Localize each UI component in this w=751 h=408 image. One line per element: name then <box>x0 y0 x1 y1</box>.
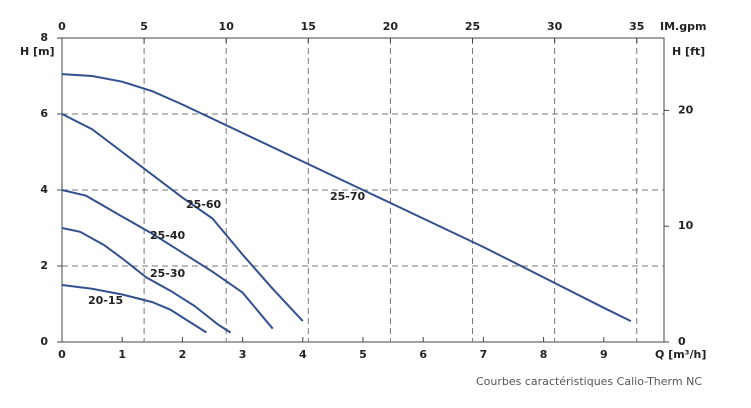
x2-tick-label: 10 <box>219 20 235 33</box>
x2-tick-label: 25 <box>465 20 480 33</box>
curve <box>61 73 632 322</box>
x-tick-label: 7 <box>480 348 488 361</box>
x2-tick-label: 5 <box>140 20 148 33</box>
x-tick-label: 6 <box>419 348 427 361</box>
curve <box>61 284 208 334</box>
y-tick-label: 0 <box>40 335 48 348</box>
curve-label: 25-40 <box>150 229 186 242</box>
y2-tick-label: 10 <box>678 219 694 232</box>
x-tick-label: 2 <box>179 348 187 361</box>
x2-tick-label: 35 <box>629 20 644 33</box>
x-tick-label: 3 <box>239 348 247 361</box>
x-tick-label: 9 <box>600 348 608 361</box>
x-tick-label: 8 <box>540 348 548 361</box>
y-tick-label: 2 <box>40 259 48 272</box>
y-tick-label: 8 <box>40 31 48 44</box>
x2-axis-label: IM.gpm <box>660 20 706 33</box>
y2-tick-label: 20 <box>678 103 694 116</box>
x-tick-label: 5 <box>359 348 367 361</box>
curve <box>61 113 304 322</box>
x2-tick-label: 20 <box>383 20 399 33</box>
x-tick-label: 1 <box>118 348 126 361</box>
y-axis-label: H [m] <box>20 45 55 58</box>
curve-label: 25-30 <box>150 267 186 280</box>
caption: Courbes caractéristiques Calio-Therm NC <box>476 375 702 388</box>
curve-label: 20-15 <box>88 294 123 307</box>
curve-label: 25-70 <box>330 190 366 203</box>
curve <box>61 189 274 330</box>
curve-label: 25-60 <box>186 198 222 211</box>
x-tick-label: 0 <box>58 348 66 361</box>
y-tick-label: 6 <box>40 107 48 120</box>
x2-tick-label: 15 <box>301 20 316 33</box>
x2-tick-label: 30 <box>547 20 563 33</box>
x-axis-label: Q [m³/h] <box>655 348 706 361</box>
curve <box>61 227 232 334</box>
y2-axis-label: H [ft] <box>672 45 705 58</box>
x-tick-label: 4 <box>299 348 307 361</box>
x2-tick-label: 0 <box>58 20 66 33</box>
y-tick-label: 4 <box>40 183 48 196</box>
y2-tick-label: 0 <box>678 335 686 348</box>
